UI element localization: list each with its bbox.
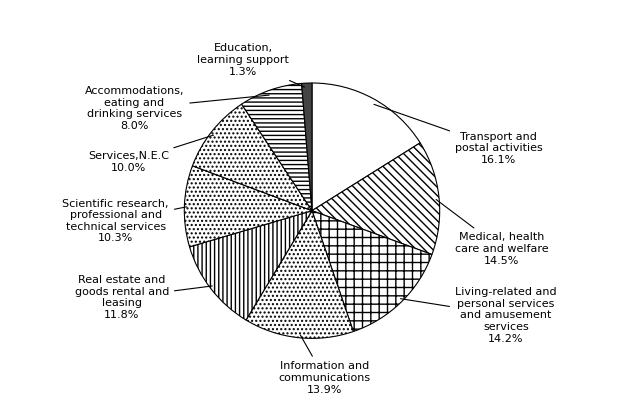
Wedge shape	[312, 143, 440, 254]
Text: Scientific research,
professional and
technical services
10.3%: Scientific research, professional and te…	[62, 198, 187, 243]
Wedge shape	[312, 211, 432, 332]
Wedge shape	[184, 166, 312, 247]
Wedge shape	[312, 83, 420, 211]
Text: Transport and
postal activities
16.1%: Transport and postal activities 16.1%	[374, 104, 543, 165]
Wedge shape	[301, 83, 312, 211]
Text: Information and
communications
13.9%: Information and communications 13.9%	[279, 335, 371, 395]
Text: Services,N.E.C
10.0%: Services,N.E.C 10.0%	[88, 135, 213, 173]
Wedge shape	[192, 104, 312, 211]
Wedge shape	[190, 211, 312, 320]
Text: Living-related and
personal services
and amusement
services
14.2%: Living-related and personal services and…	[401, 287, 557, 344]
Text: Education,
learning support
1.3%: Education, learning support 1.3%	[197, 44, 305, 87]
Text: Medical, health
care and welfare
14.5%: Medical, health care and welfare 14.5%	[436, 200, 548, 266]
Wedge shape	[246, 211, 353, 338]
Text: Accommodations,
eating and
drinking services
8.0%: Accommodations, eating and drinking serv…	[85, 86, 269, 131]
Wedge shape	[241, 83, 312, 211]
Text: Real estate and
goods rental and
leasing
11.8%: Real estate and goods rental and leasing…	[75, 275, 212, 320]
